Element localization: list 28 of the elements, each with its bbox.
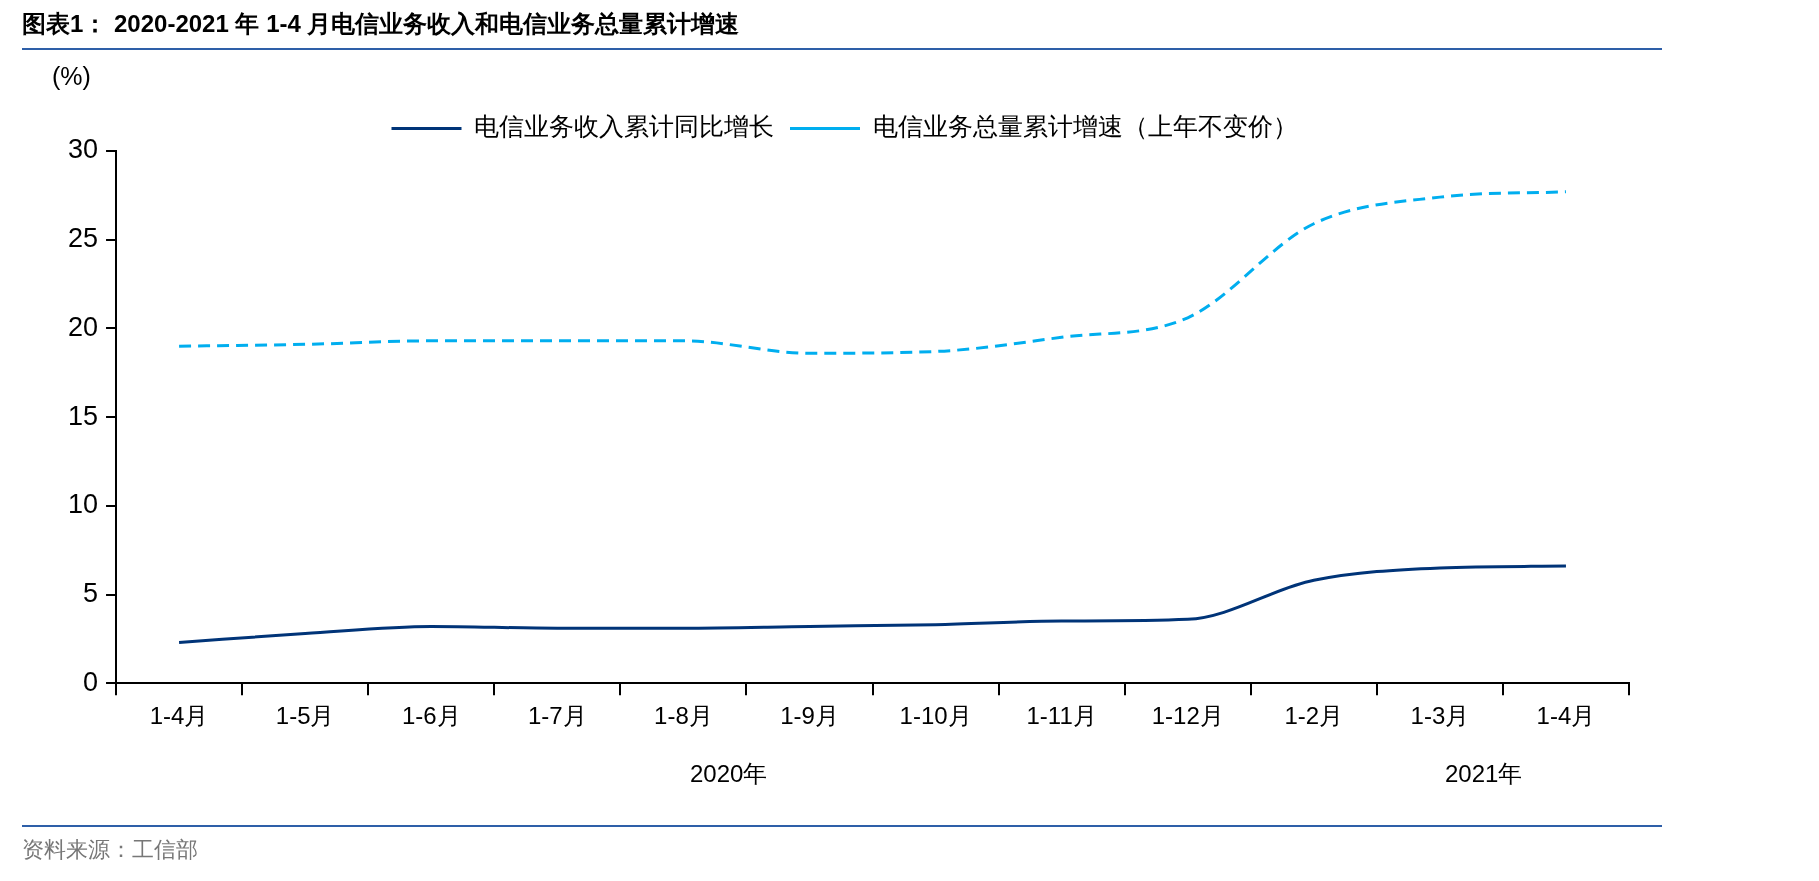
y-axis-title: (%)	[52, 62, 91, 91]
y-tick-label: 30	[67, 134, 99, 165]
x-tick-label: 1-9月	[780, 702, 839, 730]
x-tick-label: 1-10月	[899, 702, 972, 730]
x-tick-label: 1-4月	[149, 702, 209, 730]
x-tick-label: 1-5月	[275, 702, 335, 730]
y-tick-label: 25	[67, 223, 99, 254]
x-tick-label: 1-4月	[1536, 702, 1596, 730]
line-series	[177, 564, 1568, 644]
x-tick-label: 1-7月	[527, 702, 587, 730]
y-tick-label: 0	[83, 666, 99, 697]
y-tick-label: 10	[67, 489, 99, 520]
legend-label: 电信业务收入累计同比增长	[474, 112, 774, 141]
chart-title: 图表1： 2020-2021 年 1-4 月电信业务收入和电信业务总量累计增速	[22, 8, 1662, 50]
legend-label: 电信业务总量累计增速（上年不变价）	[872, 112, 1298, 141]
x-tick-label: 1-2月	[1284, 702, 1344, 730]
x-tick-label: 1-6月	[401, 702, 461, 730]
text: 资料来源：工信部	[22, 825, 1662, 865]
text: 2020年	[690, 759, 768, 789]
x-tick-label: 1-12月	[1151, 702, 1224, 730]
y-tick-label: 15	[67, 400, 99, 431]
y-tick-label: 20	[67, 311, 99, 342]
x-tick-label: 1-11月	[1026, 702, 1097, 730]
text: 2021年	[1445, 759, 1523, 789]
x-tick-label: 1-3月	[1410, 702, 1470, 730]
line-series	[177, 190, 1568, 355]
x-tick-label: 1-8月	[654, 702, 713, 730]
y-tick-label: 5	[83, 577, 99, 608]
